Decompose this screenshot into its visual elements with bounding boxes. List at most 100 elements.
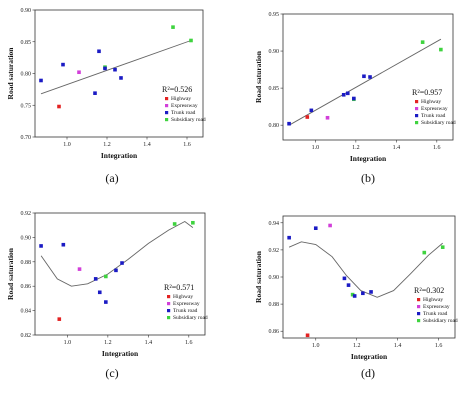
x-tick-label: 1.2 <box>353 343 361 349</box>
panel-caption: (d) <box>361 366 375 380</box>
legend-marker-trunk <box>415 114 419 118</box>
legend-label-trunk: Trunk road <box>171 110 196 116</box>
data-point-highway <box>57 104 61 109</box>
r-squared-label: R²=0.571 <box>164 283 194 292</box>
x-tick-label: 1.6 <box>185 340 193 346</box>
y-tick-label: 0.84 <box>21 309 32 315</box>
y-tick-label: 0.85 <box>21 40 32 46</box>
data-point-trunk <box>103 66 107 71</box>
legend-marker-trunk <box>417 312 421 316</box>
y-tick-label: 0.86 <box>269 329 280 335</box>
y-axis-label: Road saturation <box>6 247 15 300</box>
legend-marker-highway <box>165 97 169 101</box>
y-tick-label: 0.90 <box>269 275 280 281</box>
legend-label-subsidiary: Subsidiary road <box>421 120 456 126</box>
x-tick-label: 1.2 <box>103 142 111 148</box>
data-point-trunk <box>352 96 356 101</box>
data-point-expressway <box>77 267 82 271</box>
x-axis-label: Integration <box>102 349 139 358</box>
legend-label-highway: Highway <box>421 99 441 105</box>
legend-label-highway: Highway <box>173 294 193 300</box>
plot-frame <box>282 13 454 141</box>
legend-marker-expressway <box>415 107 419 111</box>
x-tick-label: 1.4 <box>394 343 402 349</box>
data-point-subsidiary <box>350 292 355 297</box>
x-axis-label: Integration <box>101 151 138 160</box>
data-point-trunk <box>120 261 124 265</box>
data-point-highway <box>305 115 310 119</box>
data-point-trunk <box>345 91 350 96</box>
data-point-subsidiary <box>189 38 193 43</box>
r-squared-label: R²=0.526 <box>162 85 192 94</box>
legend-label-subsidiary: Subsidiary road <box>173 315 208 321</box>
x-tick-label: 1.6 <box>183 142 191 148</box>
legend-label-expressway: Expressway <box>173 301 200 307</box>
legend-label-expressway: Expressway <box>421 106 448 112</box>
x-tick-label: 1.6 <box>435 343 443 349</box>
data-point-trunk <box>114 268 118 273</box>
y-tick-label: 0.92 <box>269 248 280 254</box>
y-tick-label: 0.88 <box>269 302 280 308</box>
data-point-subsidiary <box>171 25 175 29</box>
data-point-expressway <box>325 115 330 120</box>
y-tick-label: 0.90 <box>269 49 280 55</box>
y-tick-label: 0.80 <box>21 72 32 78</box>
x-tick-label: 1.4 <box>143 142 151 148</box>
x-tick-label: 1.4 <box>393 145 401 151</box>
data-point-trunk <box>104 300 108 304</box>
legend-label-subsidiary: Subsidiary road <box>171 117 206 123</box>
data-point-highway <box>305 333 310 338</box>
legend-label-trunk: Trunk road <box>423 311 448 317</box>
x-tick-label: 1.0 <box>64 340 72 346</box>
legend-marker-subsidiary <box>415 121 419 125</box>
data-point-trunk <box>313 226 318 230</box>
data-point-trunk <box>368 75 372 79</box>
y-tick-label: 0.86 <box>21 284 32 290</box>
legend-label-trunk: Trunk road <box>421 113 446 119</box>
legend-label-expressway: Expressway <box>171 103 198 109</box>
y-tick-label: 0.92 <box>21 211 32 217</box>
chart-panel: 1.0 1.2 1.4 1.6 0.70 0.75 0.80 0.85 0.90 Integrat… <box>6 8 206 185</box>
data-point-expressway <box>328 223 332 228</box>
data-point-trunk <box>93 91 97 95</box>
chart-panel: 1.0 1.2 1.4 1.6 0.80 0.85 0.90 0.95 Integration R… <box>254 12 456 185</box>
x-tick-label: 1.0 <box>312 343 320 349</box>
data-point-trunk <box>61 62 65 67</box>
data-point-trunk <box>362 74 366 79</box>
data-point-highway <box>57 317 62 321</box>
y-tick-label: 0.94 <box>269 221 280 227</box>
legend-marker-highway <box>417 298 421 302</box>
x-tick-label: 1.0 <box>63 142 71 148</box>
data-point-trunk <box>39 244 43 248</box>
y-tick-label: 0.80 <box>269 123 280 129</box>
legend-marker-expressway <box>165 104 169 108</box>
data-point-subsidiary <box>420 40 425 44</box>
y-axis-label: Road saturation <box>254 250 263 303</box>
data-point-trunk <box>97 290 102 295</box>
fit-curve <box>288 241 443 298</box>
plot-frame <box>34 212 206 336</box>
legend-label-highway: Highway <box>423 297 443 303</box>
fit-curve <box>40 220 194 287</box>
legend-marker-trunk <box>167 309 171 313</box>
data-point-subsidiary <box>191 220 195 225</box>
y-tick-label: 0.75 <box>21 103 32 109</box>
legend-marker-expressway <box>167 302 171 306</box>
y-tick-label: 0.85 <box>269 86 280 92</box>
panel-caption: (c) <box>105 366 118 380</box>
fit-curve <box>288 38 442 126</box>
data-point-trunk <box>113 67 117 72</box>
x-tick-label: 1.6 <box>433 145 441 151</box>
chart-panel: 1.0 1.2 1.4 1.6 0.82 0.84 0.86 0.88 0.90 0.92 Inte… <box>6 211 208 380</box>
r-squared-label: R²=0.957 <box>412 88 442 97</box>
y-tick-label: 0.82 <box>21 333 32 339</box>
data-point-subsidiary <box>104 274 108 279</box>
y-tick-label: 0.95 <box>269 12 280 18</box>
data-point-trunk <box>61 242 66 247</box>
legend-label-highway: Highway <box>171 96 191 102</box>
data-point-subsidiary <box>172 222 177 226</box>
data-point-trunk <box>93 277 98 281</box>
y-tick-label: 0.90 <box>21 8 32 14</box>
data-point-trunk <box>369 290 373 294</box>
